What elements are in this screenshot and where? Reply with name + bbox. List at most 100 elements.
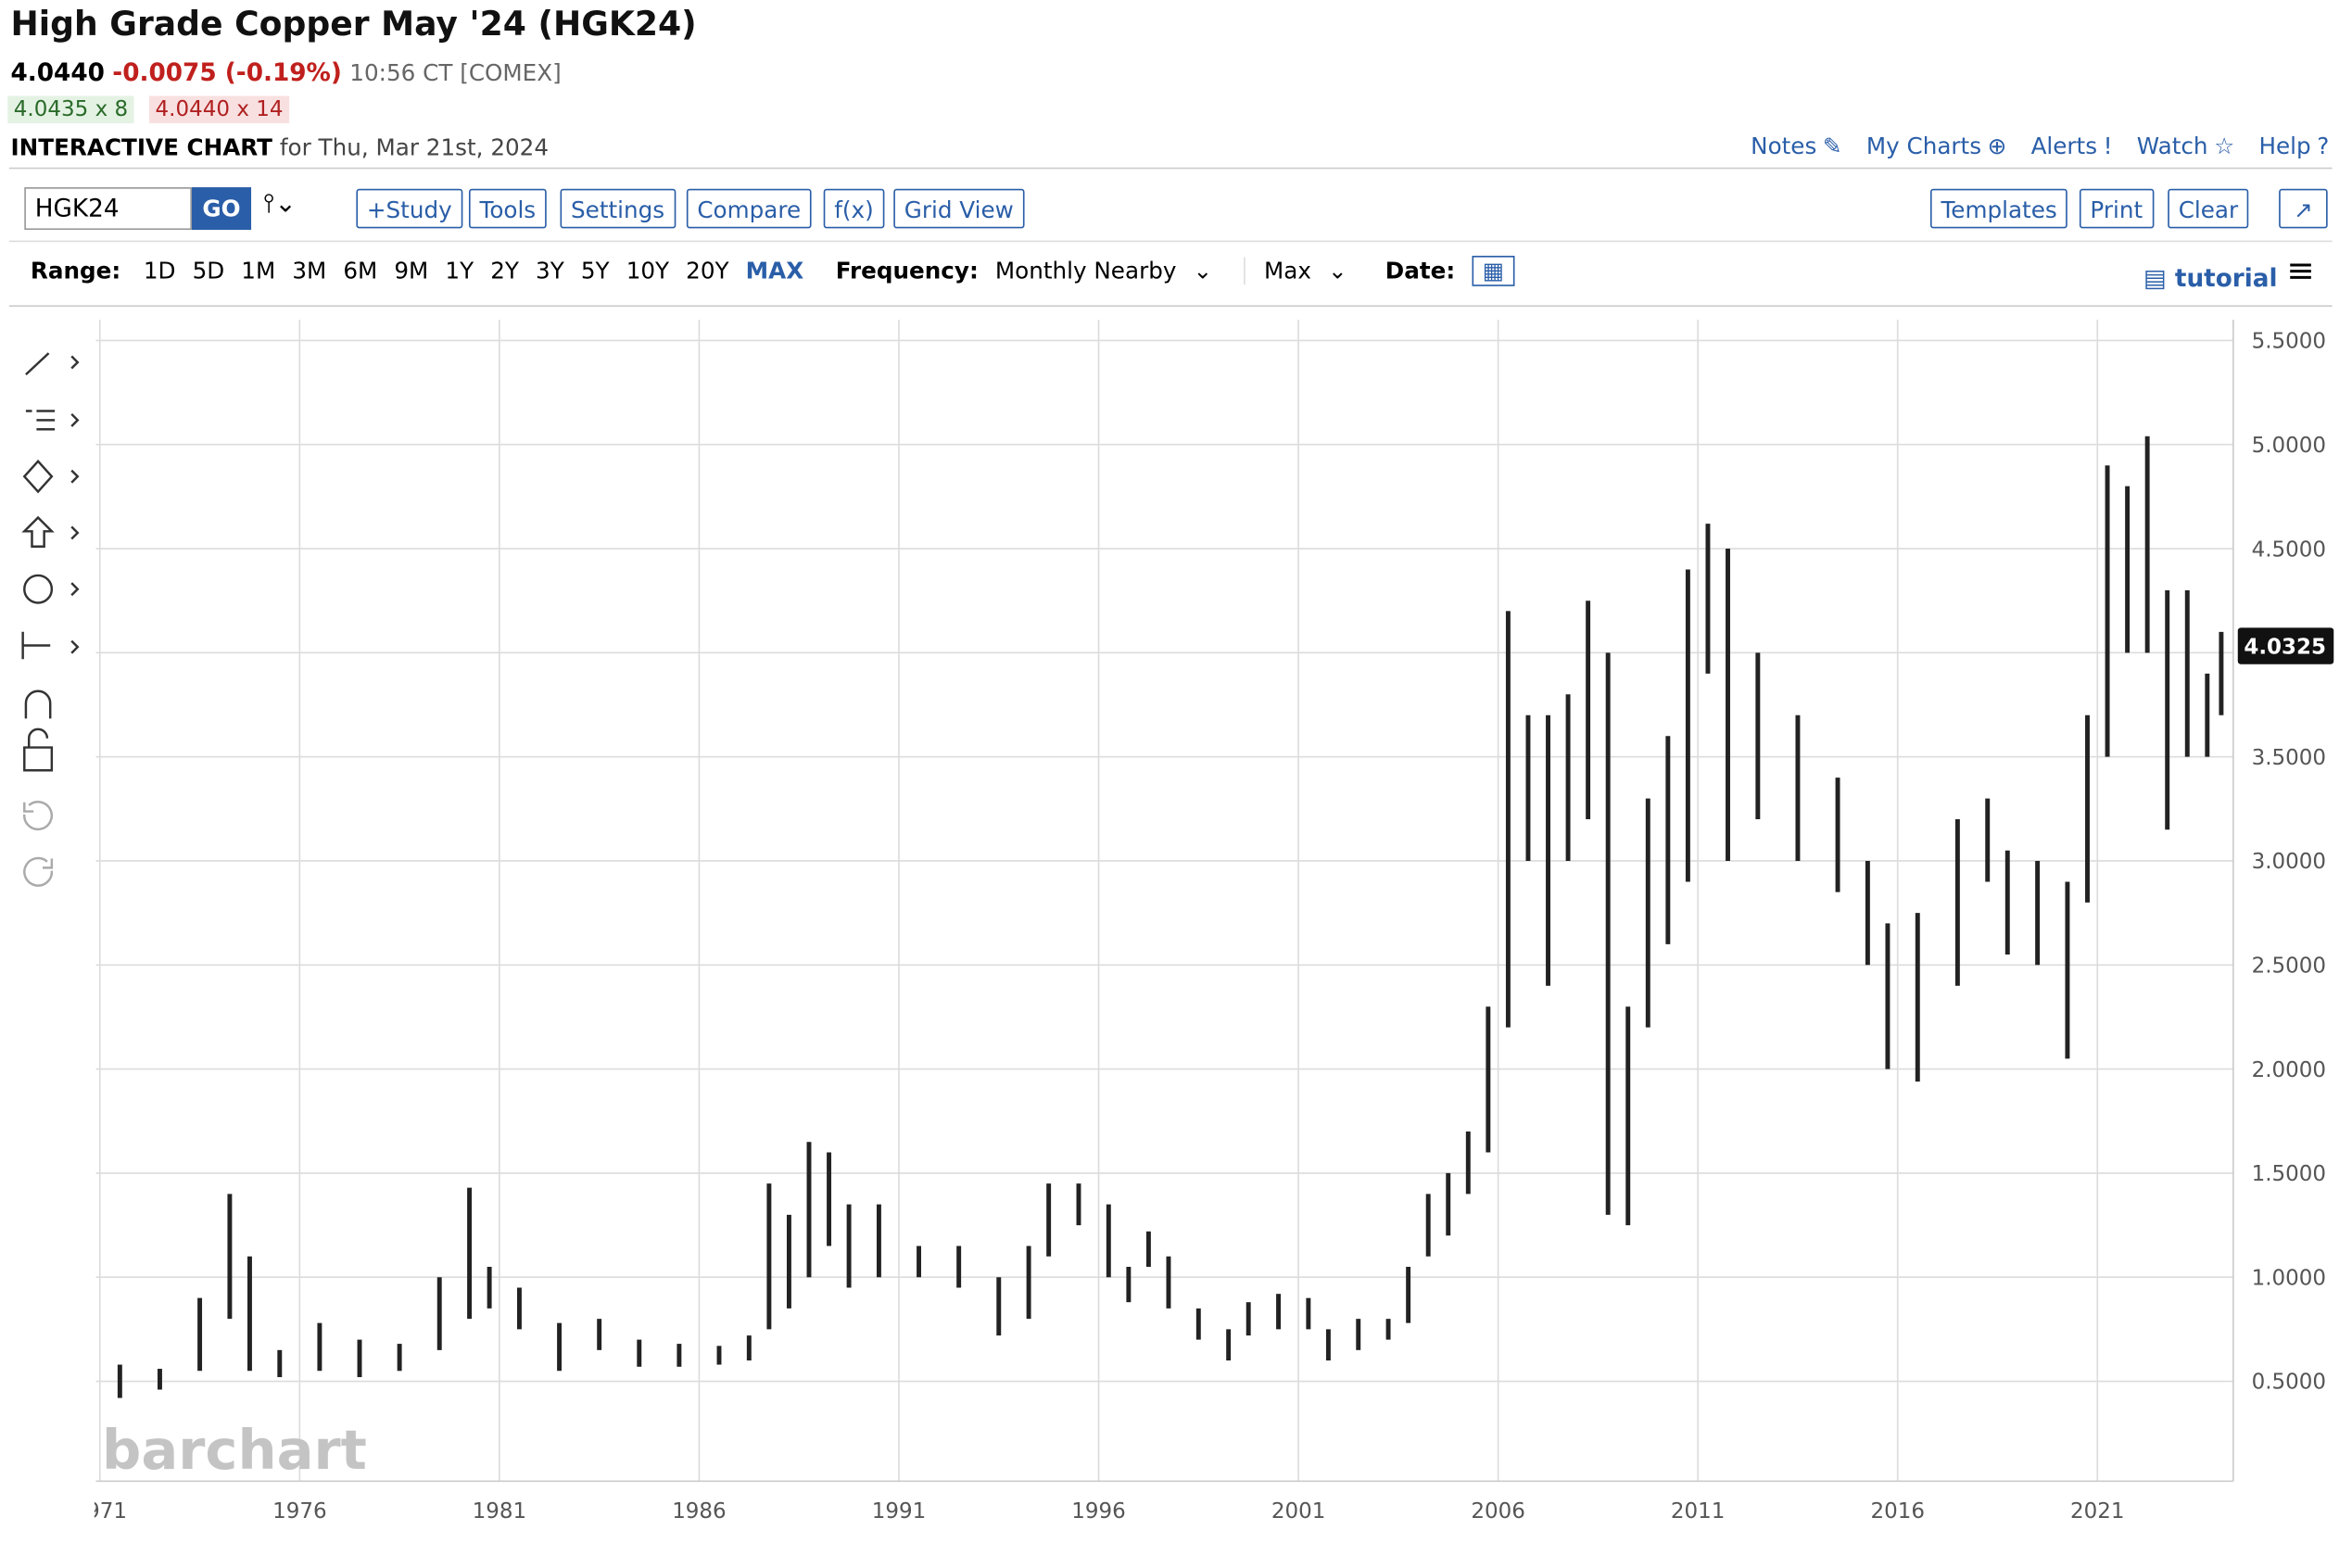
x-tick-label: 1996 — [1071, 1499, 1126, 1524]
range-option[interactable]: 3M — [292, 257, 327, 285]
toolbar-button[interactable]: Tools — [468, 188, 547, 229]
x-tick-label: 2021 — [2070, 1499, 2124, 1524]
toolbar-button[interactable]: f(x) — [823, 188, 885, 229]
x-tick-label: 1986 — [672, 1499, 727, 1524]
x-tick: 2011 — [1671, 1499, 1725, 1524]
x-tick: 1971 — [73, 1499, 128, 1524]
toolbar-button[interactable]: Templates — [1929, 188, 2068, 229]
y-tick-label: 4.5000 — [2252, 537, 2326, 562]
watermark: barchart — [102, 1418, 367, 1482]
period-select[interactable]: Max — [1244, 257, 1311, 285]
top-link-text[interactable]: My Charts — [1865, 132, 1982, 160]
toolbar-button[interactable]: Print — [2079, 188, 2154, 229]
time: 10:56 CT [COMEX] — [349, 59, 562, 87]
range-option[interactable]: 6M — [343, 257, 378, 285]
range-option[interactable]: 5Y — [580, 257, 610, 285]
range-option[interactable]: 1D — [143, 257, 176, 285]
y-tick-label: 2.5000 — [2252, 955, 2326, 979]
top-link-icon[interactable]: ⊕ — [1987, 132, 2007, 160]
y-tick-label: 5.0000 — [2252, 434, 2326, 458]
symbol-input[interactable]: HGK24 — [24, 187, 192, 231]
toolbar-button[interactable]: Grid View — [893, 188, 1025, 229]
date-picker[interactable]: ▦ — [1472, 255, 1515, 286]
y-tick-label: 5.5000 — [2252, 330, 2326, 354]
top-link-icon[interactable]: ☆ — [2214, 132, 2235, 160]
frequency-label: Frequency: — [835, 257, 979, 285]
y-tick-label: 1.5000 — [2252, 1162, 2326, 1186]
menu-button[interactable]: ≡ — [2286, 252, 2315, 291]
range-option[interactable]: 1Y — [445, 257, 474, 285]
y-tick-label: 0.5000 — [2252, 1371, 2326, 1395]
ask: 4.0440 x 14 — [148, 95, 290, 124]
y-tick-label: 3.5000 — [2252, 746, 2326, 770]
x-tick: 2021 — [2070, 1499, 2124, 1524]
top-link-text[interactable]: Help — [2258, 132, 2311, 160]
x-tick-label: 1971 — [73, 1499, 128, 1524]
range-option[interactable]: 3Y — [536, 257, 564, 285]
top-link[interactable]: Help? — [2258, 133, 2329, 160]
separator — [8, 240, 2333, 243]
x-tick: 1976 — [272, 1499, 327, 1524]
quote: 4.0440 -0.0075 (-0.19%) 10:56 CT [COMEX] — [10, 57, 561, 86]
top-link-icon[interactable]: ✎ — [1822, 132, 1842, 160]
top-link[interactable]: Watch ☆ — [2137, 133, 2234, 160]
chart-type-menu[interactable]: ⫯⌄ — [263, 188, 297, 220]
x-tick-label: 1991 — [872, 1499, 927, 1524]
plot-area — [95, 319, 2233, 1482]
range-option[interactable]: MAX — [745, 257, 804, 285]
title: High Grade Copper May '24 (HGK24) — [10, 6, 697, 44]
top-link-text[interactable]: Alerts — [2030, 132, 2098, 160]
toolbar-button[interactable]: Compare — [686, 188, 812, 229]
top-link-text[interactable]: Watch — [2136, 132, 2208, 160]
top-link[interactable]: Alerts! — [2031, 133, 2113, 160]
top-link-icon[interactable]: ? — [2317, 132, 2330, 160]
x-tick: 2001 — [1271, 1499, 1326, 1524]
expand-button[interactable]: ↗ — [2279, 188, 2328, 229]
x-tick: 1996 — [1071, 1499, 1126, 1524]
toolbar-button[interactable]: +Study — [356, 188, 463, 229]
range-option[interactable]: 10Y — [626, 257, 670, 285]
date-label: Date: — [1385, 257, 1456, 285]
x-tick: 1986 — [672, 1499, 727, 1524]
x-tick-label: 1981 — [473, 1499, 527, 1524]
frequency-select[interactable]: Monthly Nearby — [994, 257, 1177, 285]
x-tick: 2006 — [1471, 1499, 1525, 1524]
bid: 4.0435 x 8 — [7, 95, 134, 124]
go-button[interactable]: GO — [191, 187, 252, 231]
range-option[interactable]: 1M — [241, 257, 276, 285]
chart-date: for Thu, Mar 21st, 2024 — [279, 133, 550, 162]
chevron[interactable]: ⌄ — [1328, 257, 1347, 285]
top-links: Notes ✎ My Charts ⊕ Alerts! Watch ☆ Help? — [1751, 133, 2329, 160]
top-link[interactable]: My Charts ⊕ — [1866, 133, 2006, 160]
y-tick-label: 2.0000 — [2252, 1058, 2326, 1082]
range-label: Range: — [30, 257, 121, 285]
top-link-text[interactable]: Notes — [1751, 132, 1817, 160]
last-price-marker — [2237, 627, 2334, 664]
toolbar-button[interactable]: Clear — [2168, 188, 2249, 229]
tutorial-text[interactable]: tutorial — [2174, 263, 2278, 293]
chevron[interactable]: ⌄ — [1193, 257, 1213, 285]
last-price-label: 4.0325 — [2244, 635, 2326, 659]
y-tick-label: 3.0000 — [2252, 850, 2326, 874]
top-link[interactable]: Notes ✎ — [1751, 133, 1841, 160]
x-tick-label: 2001 — [1271, 1499, 1326, 1524]
range-option[interactable]: 5D — [192, 257, 225, 285]
change: -0.0075 (-0.19%) — [112, 57, 342, 87]
chart-label: INTERACTIVE CHART — [10, 133, 272, 162]
last: 4.0440 — [10, 57, 105, 87]
top-link-icon[interactable]: ! — [2103, 132, 2113, 160]
range-option[interactable]: 9M — [394, 257, 429, 285]
separator — [8, 167, 2333, 170]
range-option[interactable]: 20Y — [686, 257, 729, 285]
toolbar-button[interactable]: Settings — [560, 188, 676, 229]
drawing-tools[interactable] — [21, 352, 80, 887]
range-option[interactable]: 2Y — [490, 257, 519, 285]
tutorial-link[interactable]: ▤ tutorial — [2143, 263, 2278, 293]
x-tick-label: 2006 — [1471, 1499, 1525, 1524]
range-bar: Range: 1D 5D 1M 3M 6M 9M 1Y 2Y 3Y 5Y 10Y 20Y MAX Frequ… — [30, 255, 1515, 286]
x-tick: 2016 — [1870, 1499, 1925, 1524]
x-tick-label: 2016 — [1870, 1499, 1925, 1524]
